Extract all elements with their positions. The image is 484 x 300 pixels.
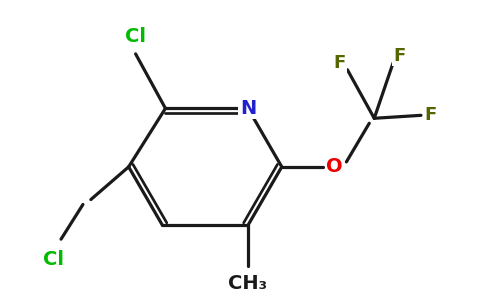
Text: CH₃: CH₃ — [228, 274, 268, 293]
Text: F: F — [333, 54, 346, 72]
Text: Cl: Cl — [125, 27, 146, 46]
Text: F: F — [393, 47, 405, 65]
Text: O: O — [326, 157, 343, 176]
Text: Cl: Cl — [43, 250, 63, 269]
Text: N: N — [240, 99, 256, 118]
Text: F: F — [425, 106, 437, 124]
